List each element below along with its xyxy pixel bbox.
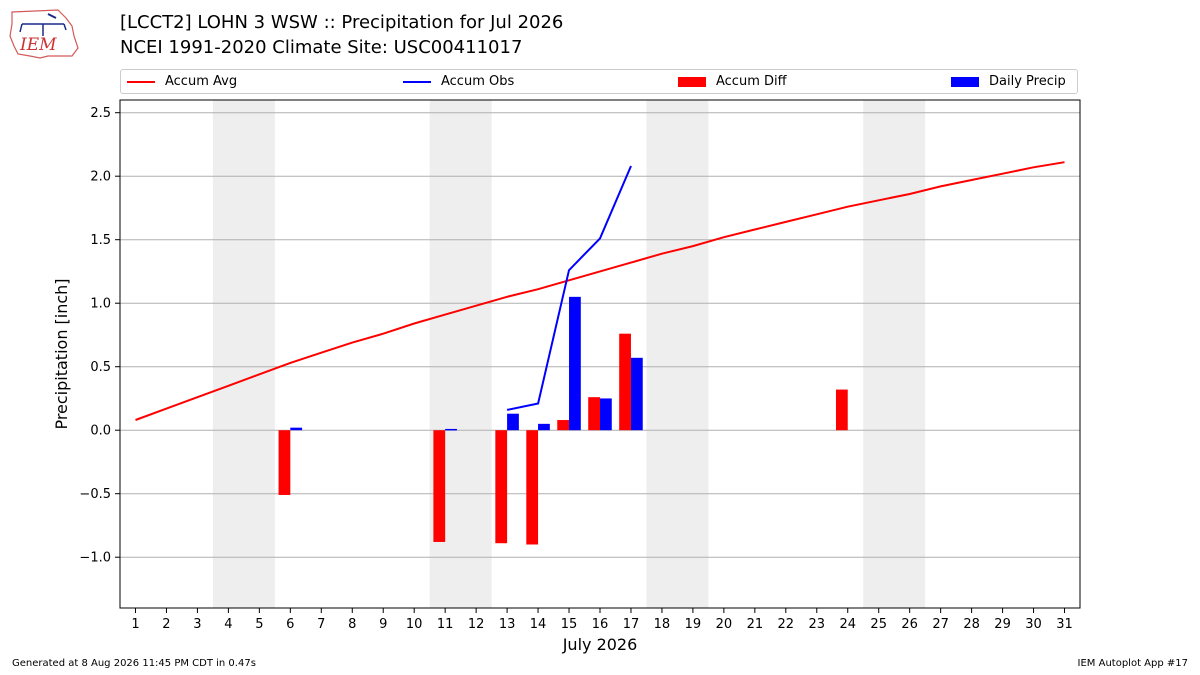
y-tick-label-1: −0.5 <box>79 487 111 502</box>
x-tick-label-19: 19 <box>685 617 702 632</box>
legend-swatch-accum-obs <box>403 80 431 83</box>
accum-diff-bar-15 <box>557 420 570 431</box>
weekend-band-4 <box>863 100 926 608</box>
weekend-band-3 <box>646 100 709 608</box>
legend-label-accum-obs: Accum Obs <box>441 74 515 89</box>
y-tick-label-7: 2.5 <box>90 106 111 121</box>
x-tick-label-18: 18 <box>654 617 671 632</box>
x-tick-label-9: 9 <box>379 617 387 632</box>
x-tick-label-2: 2 <box>162 617 170 632</box>
accum-avg-line <box>135 161 1065 421</box>
accum-diff-bar-16 <box>588 397 600 431</box>
y-tick-label-2: 0.0 <box>90 424 111 439</box>
weekend-band-1 <box>212 100 275 608</box>
daily-precip-bar-6 <box>290 427 303 431</box>
footer-app: IEM Autoplot App #17 <box>1077 658 1188 669</box>
x-tick-label-10: 10 <box>406 617 423 632</box>
accum-diff-bar-14 <box>526 430 539 545</box>
x-tick-label-1: 1 <box>131 617 139 632</box>
legend-item-accum-diff: Accum Diff <box>678 70 787 93</box>
x-tick-label-21: 21 <box>747 617 764 632</box>
accum-diff-bar-13 <box>495 430 508 544</box>
x-tick-label-24: 24 <box>839 617 856 632</box>
chart-title: [LCCT2] LOHN 3 WSW :: Precipitation for … <box>120 12 564 33</box>
x-tick-label-27: 27 <box>932 617 949 632</box>
x-tick-label-16: 16 <box>592 617 609 632</box>
daily-precip-bar-11 <box>445 428 457 431</box>
x-tick-label-6: 6 <box>286 617 294 632</box>
legend-label-accum-diff: Accum Diff <box>716 74 787 89</box>
legend-swatch-accum-diff <box>678 76 706 87</box>
accum-obs-line <box>506 165 632 411</box>
daily-precip-bar-16 <box>600 398 612 431</box>
chart-subtitle: NCEI 1991-2020 Climate Site: USC00411017 <box>120 37 523 58</box>
legend-label-accum-avg: Accum Avg <box>165 74 238 89</box>
y-tick-label-4: 1.0 <box>90 297 111 312</box>
daily-precip-bar-14 <box>538 423 550 431</box>
y-tick-label-3: 0.5 <box>90 360 111 375</box>
daily-precip-bar-17 <box>630 357 643 431</box>
x-tick-label-23: 23 <box>809 617 826 632</box>
daily-precip-bar-15 <box>569 296 581 431</box>
x-tick-label-26: 26 <box>901 617 918 632</box>
x-tick-label-30: 30 <box>1025 617 1042 632</box>
accum-diff-bar-6 <box>278 430 291 495</box>
y-tick-label-0: −1.0 <box>79 551 111 566</box>
legend-swatch-accum-avg <box>127 80 155 83</box>
y-tick-label-5: 1.5 <box>90 233 111 248</box>
x-tick-label-13: 13 <box>499 617 516 632</box>
accum-diff-bar-24 <box>835 389 848 431</box>
x-tick-label-3: 3 <box>193 617 201 632</box>
x-tick-label-28: 28 <box>963 617 980 632</box>
legend-item-accum-obs: Accum Obs <box>403 70 514 93</box>
x-tick-label-4: 4 <box>224 617 232 632</box>
legend-item-daily-precip: Daily Precip <box>951 70 1066 93</box>
x-tick-label-14: 14 <box>530 617 547 632</box>
legend-swatch-daily-precip <box>951 76 979 87</box>
y-tick-label-6: 2.0 <box>90 170 111 185</box>
x-tick-label-29: 29 <box>994 617 1011 632</box>
x-tick-label-8: 8 <box>348 617 356 632</box>
x-tick-label-31: 31 <box>1056 617 1073 632</box>
accum-diff-bar-17 <box>619 333 631 431</box>
x-tick-label-22: 22 <box>778 617 795 632</box>
x-tick-label-5: 5 <box>255 617 263 632</box>
svg-text:IEM: IEM <box>19 35 57 55</box>
x-tick-label-17: 17 <box>623 617 640 632</box>
x-tick-label-15: 15 <box>561 617 578 632</box>
accum-diff-bar-11 <box>433 430 446 542</box>
x-tick-label-7: 7 <box>317 617 325 632</box>
iem-logo: IEM <box>9 9 79 59</box>
x-tick-label-12: 12 <box>468 617 485 632</box>
footer-generated: Generated at 8 Aug 2026 11:45 PM CDT in … <box>12 658 256 669</box>
x-axis-label: July 2026 <box>562 635 638 654</box>
x-tick-label-11: 11 <box>437 617 454 632</box>
x-tick-label-20: 20 <box>716 617 733 632</box>
x-tick-label-25: 25 <box>870 617 887 632</box>
legend-item-accum-avg: Accum Avg <box>127 70 237 93</box>
daily-precip-bar-13 <box>507 413 519 431</box>
chart-legend: Accum Avg Accum Obs Accum Diff Daily Pre… <box>120 69 1078 94</box>
y-axis-label: Precipitation [inch] <box>52 278 71 429</box>
legend-label-daily-precip: Daily Precip <box>989 74 1066 89</box>
